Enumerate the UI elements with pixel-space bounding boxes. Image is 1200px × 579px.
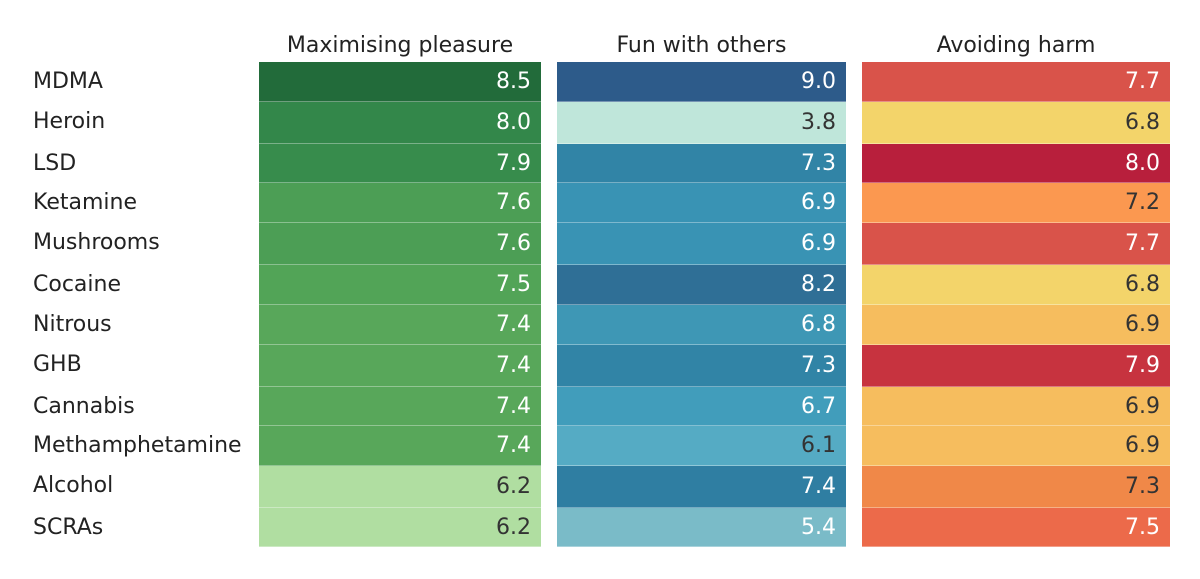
heatmap-cell-fun: 3.8 (557, 102, 846, 144)
row-label: LSD (33, 151, 77, 176)
heatmap-cell-harm: 6.8 (862, 102, 1170, 144)
heatmap-cell-pleasure: 8.5 (259, 62, 541, 102)
heatmap-cell-pleasure: 7.4 (259, 305, 541, 345)
row-label: Ketamine (33, 190, 137, 215)
heatmap-cell-fun: 7.3 (557, 144, 846, 183)
column-header-fun: Fun with others (616, 33, 787, 58)
heatmap-cell-fun: 6.8 (557, 305, 846, 345)
heatmap-cell-harm: 6.9 (862, 305, 1170, 345)
heatmap-cell-fun: 6.7 (557, 387, 846, 426)
row-label: MDMA (33, 69, 103, 94)
heatmap-cell-pleasure: 7.6 (259, 183, 541, 223)
heatmap-cell-harm: 6.9 (862, 426, 1170, 466)
heatmap-cell-pleasure: 6.2 (259, 508, 541, 547)
row-label: Cocaine (33, 272, 121, 297)
row-label: Methamphetamine (33, 433, 242, 458)
heatmap-cell-pleasure: 7.6 (259, 223, 541, 265)
heatmap-cell-pleasure: 8.0 (259, 102, 541, 144)
column-header-harm: Avoiding harm (936, 33, 1096, 58)
heatmap-cell-harm: 8.0 (862, 144, 1170, 183)
heatmap-cell-pleasure: 6.2 (259, 466, 541, 508)
heatmap-cell-harm: 6.8 (862, 265, 1170, 305)
heatmap-cell-pleasure: 7.4 (259, 345, 541, 387)
heatmap-cell-harm: 6.9 (862, 387, 1170, 426)
heatmap-cell-harm: 7.7 (862, 223, 1170, 265)
heatmap-cell-pleasure: 7.5 (259, 265, 541, 305)
heatmap-cell-fun: 5.4 (557, 508, 846, 547)
row-label: SCRAs (33, 515, 104, 540)
heatmap-cell-pleasure: 7.9 (259, 144, 541, 183)
heatmap-cell-fun: 9.0 (557, 62, 846, 102)
row-label: Alcohol (33, 473, 114, 498)
heatmap-cell-harm: 7.2 (862, 183, 1170, 223)
heatmap-cell-harm: 7.9 (862, 345, 1170, 387)
heatmap-cell-harm: 7.5 (862, 508, 1170, 547)
heatmap-cell-fun: 6.9 (557, 183, 846, 223)
row-label: Mushrooms (33, 230, 160, 255)
row-label: GHB (33, 352, 82, 377)
heatmap-cell-fun: 8.2 (557, 265, 846, 305)
heatmap-cell-pleasure: 7.4 (259, 426, 541, 466)
heatmap-cell-fun: 6.1 (557, 426, 846, 466)
heatmap-cell-fun: 7.4 (557, 466, 846, 508)
heatmap-cell-fun: 7.3 (557, 345, 846, 387)
heatmap-cell-harm: 7.3 (862, 466, 1170, 508)
heatmap-cell-pleasure: 7.4 (259, 387, 541, 426)
row-label: Heroin (33, 109, 106, 134)
row-label: Nitrous (33, 312, 112, 337)
heatmap-cell-fun: 6.9 (557, 223, 846, 265)
row-label: Cannabis (33, 394, 135, 419)
heatmap-cell-harm: 7.7 (862, 62, 1170, 102)
column-header-pleasure: Maximising pleasure (286, 33, 514, 58)
